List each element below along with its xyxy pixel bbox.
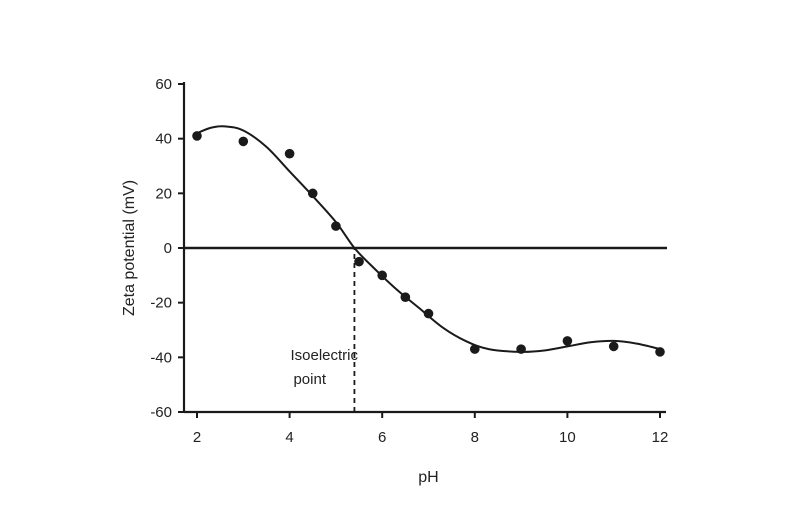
x-tick-label: 6: [378, 429, 386, 446]
data-point: [354, 256, 364, 267]
data-point: [377, 270, 388, 281]
data-point: [655, 347, 665, 357]
data-marks: [184, 125, 667, 412]
annotation-line-2: point: [293, 371, 326, 388]
y-tick-label: 40: [155, 131, 172, 148]
y-tick-label: 60: [155, 76, 172, 93]
data-point: [284, 148, 295, 159]
data-point: [470, 344, 480, 354]
x-tick-label: 4: [285, 429, 293, 446]
data-point: [192, 131, 202, 141]
data-point: [307, 188, 318, 199]
data-point: [423, 308, 434, 319]
y-axis-title: Zeta potential (mV): [121, 180, 138, 316]
data-point: [516, 344, 526, 354]
x-tick-label: 10: [559, 429, 576, 446]
x-axis-title: pH: [418, 469, 438, 486]
y-tick-label: -60: [150, 404, 172, 421]
data-point: [400, 292, 411, 303]
x-tick-label: 2: [193, 429, 201, 446]
y-tick-label: 20: [155, 185, 172, 202]
data-point: [562, 336, 573, 346]
isoelectric-point-annotation: Isoelectric point: [290, 347, 358, 388]
y-tick-label: 0: [164, 240, 172, 257]
ticks: 60 40 20 0 -20 -40 -60 2 4 6 8 10 12: [150, 76, 668, 446]
y-tick-label: -40: [150, 349, 172, 366]
data-point: [608, 341, 619, 352]
data-point: [331, 221, 341, 231]
annotation-line-1: Isoelectric: [290, 347, 358, 364]
y-tick-label: -20: [150, 295, 172, 312]
x-tick-label: 8: [471, 429, 479, 446]
data-point: [238, 136, 249, 147]
x-tick-label: 12: [652, 429, 669, 446]
